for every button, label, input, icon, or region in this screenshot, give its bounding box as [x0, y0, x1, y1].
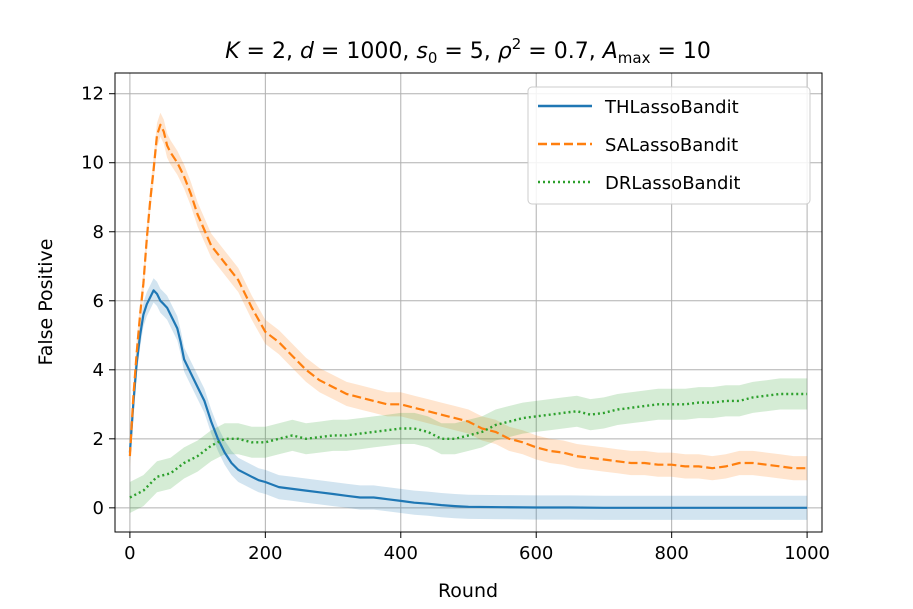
x-tick-label: 1000	[784, 543, 830, 564]
axis-ticks: 0 200 400 600 800 1000 0 2 4 6 8 10 12	[81, 84, 830, 564]
x-axis-label: Round	[438, 580, 498, 602]
legend-label: DRLassoBandit	[605, 173, 740, 194]
x-tick-label: 0	[124, 543, 135, 564]
y-tick-label: 10	[81, 153, 104, 174]
chart-title: K = 2, d = 1000, s0 = 5, ρ2 = 0.7, Amax …	[225, 35, 711, 67]
y-tick-label: 6	[93, 291, 104, 312]
confidence-bands	[129, 112, 808, 520]
y-axis-label: False Positive	[35, 239, 57, 366]
legend-label: THLassoBandit	[604, 97, 739, 118]
legend-label: SALassoBandit	[605, 135, 738, 156]
y-tick-label: 12	[81, 84, 104, 105]
x-tick-label: 600	[519, 543, 553, 564]
series-line-SALassoBandit	[128, 123, 808, 470]
y-tick-label: 8	[93, 222, 104, 243]
legend: THLassoBandit SALassoBandit DRLassoBandit	[527, 86, 811, 205]
series-line-THLassoBandit	[128, 289, 808, 509]
x-tick-label: 800	[654, 543, 688, 564]
y-tick-label: 4	[93, 360, 104, 381]
series-line-DRLassoBandit	[129, 392, 808, 499]
x-tick-label: 200	[248, 543, 282, 564]
y-tick-label: 0	[93, 498, 104, 519]
confidence-band-DRLassoBandit	[129, 378, 808, 513]
x-tick-label: 400	[384, 543, 418, 564]
y-tick-label: 2	[93, 429, 104, 450]
series-lines	[128, 123, 808, 509]
legend-box	[527, 86, 811, 205]
plot-frame	[114, 72, 823, 533]
